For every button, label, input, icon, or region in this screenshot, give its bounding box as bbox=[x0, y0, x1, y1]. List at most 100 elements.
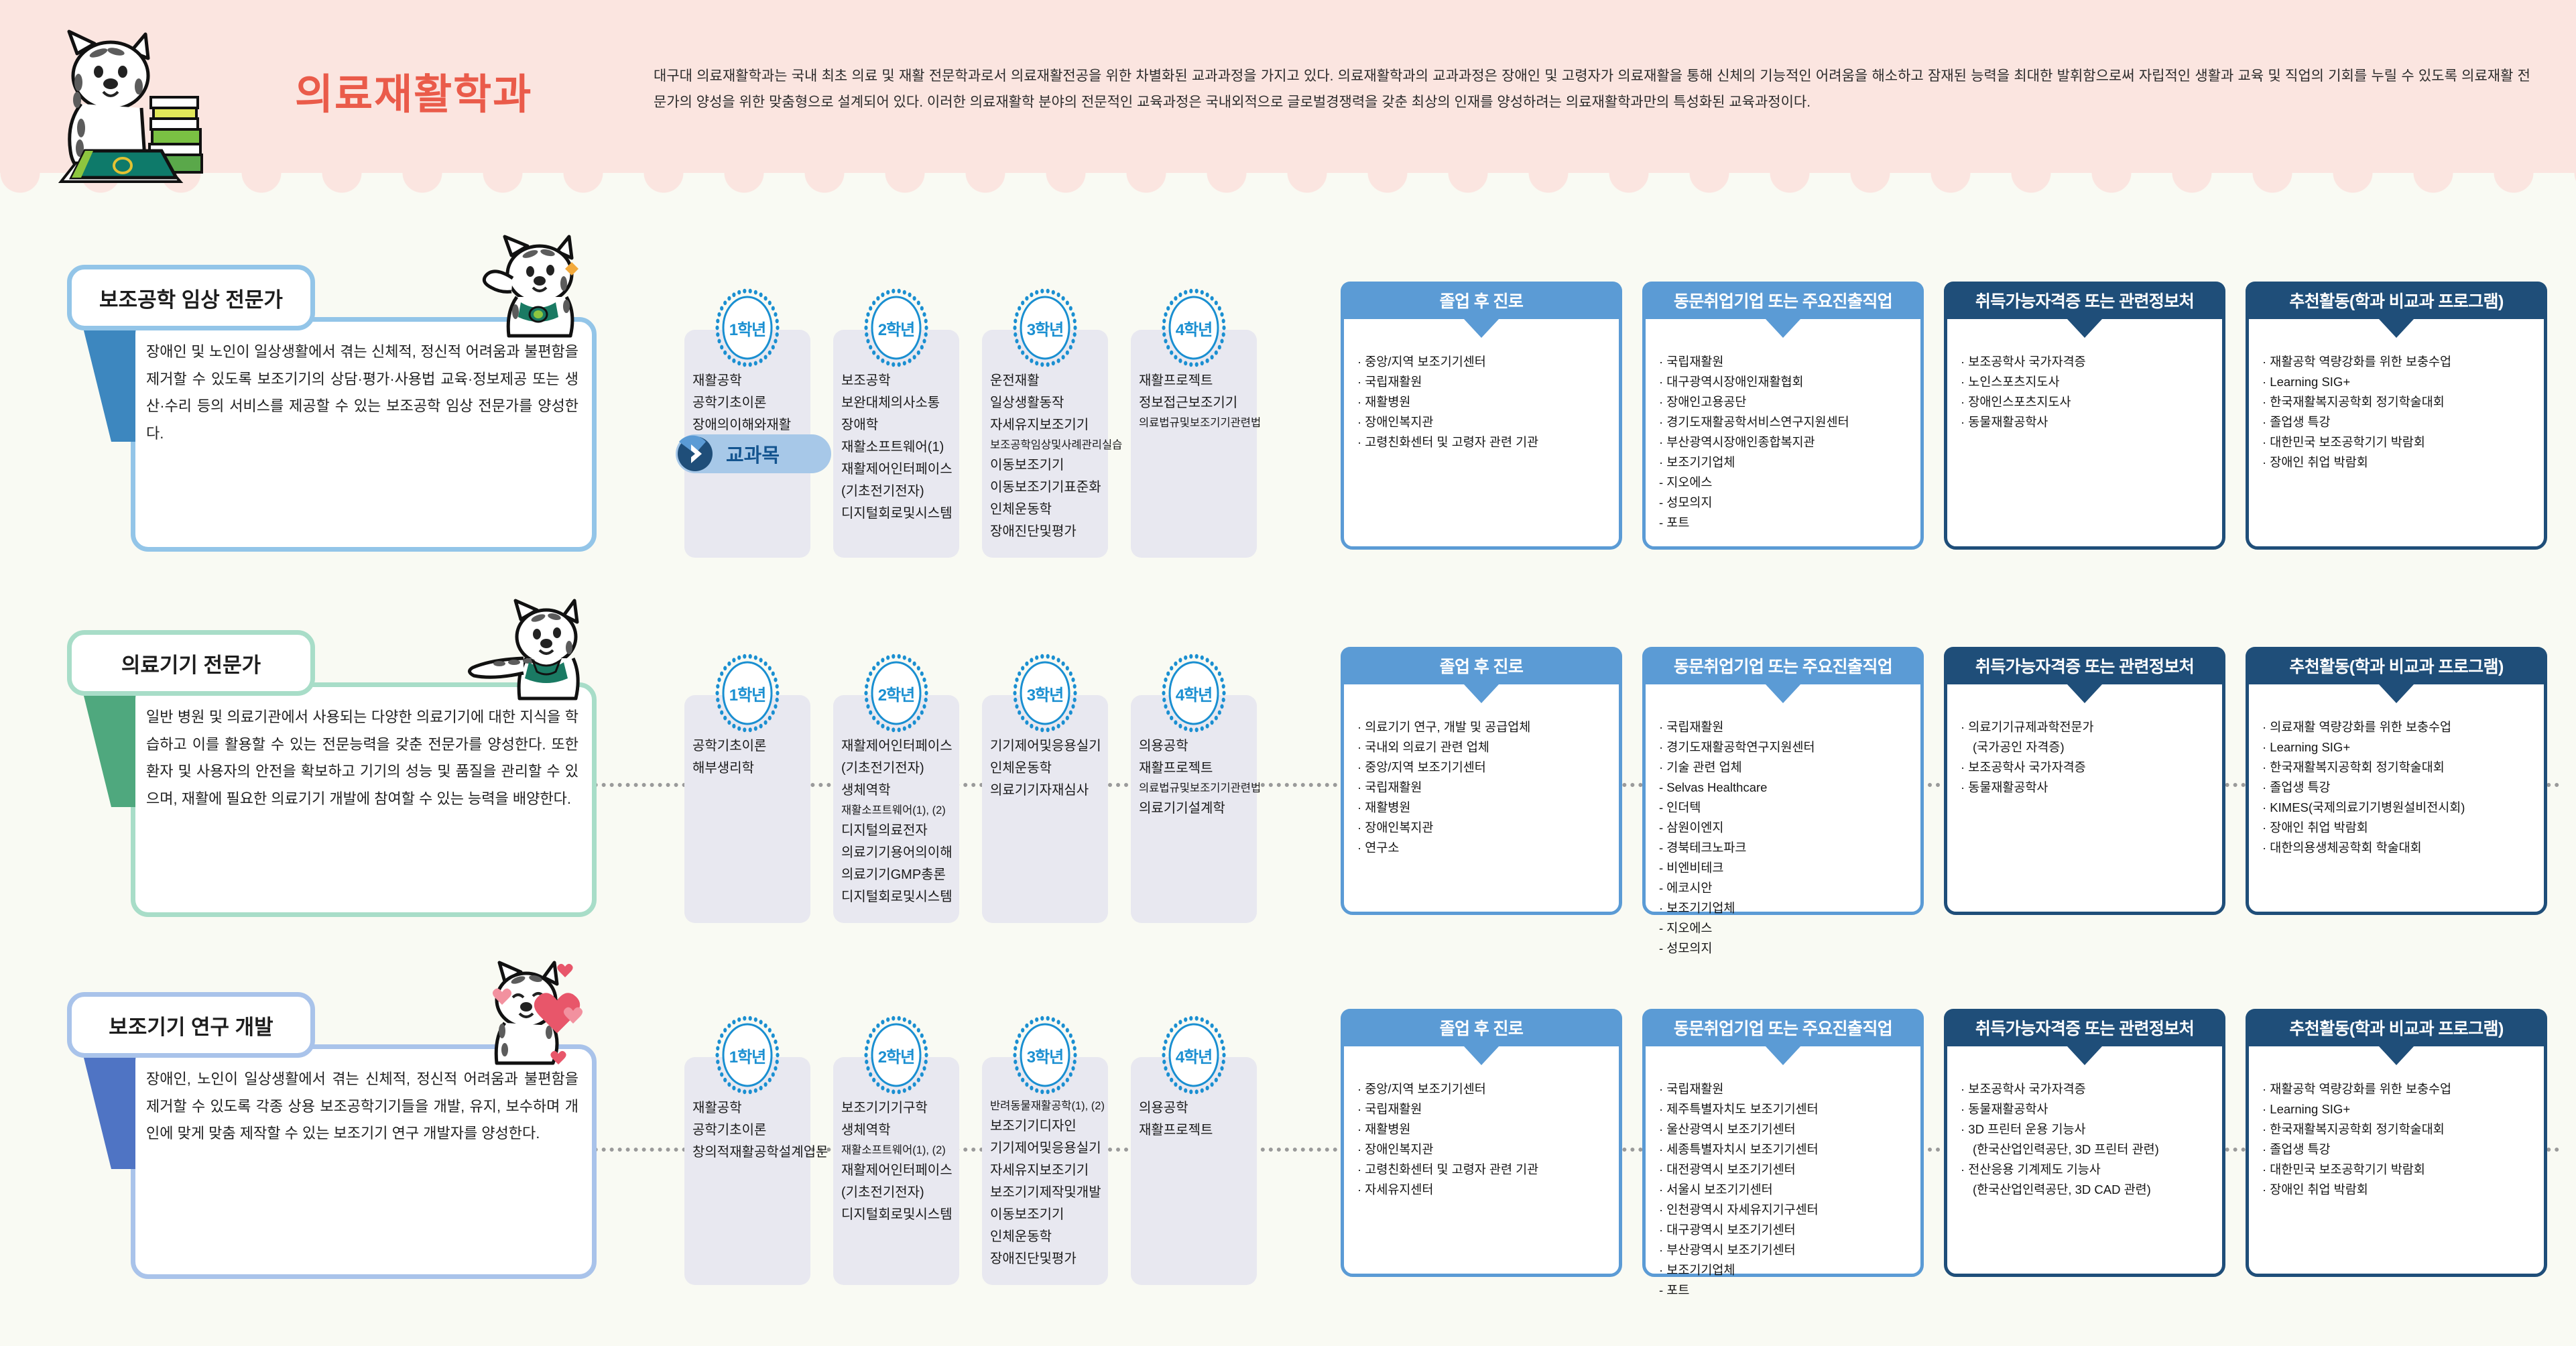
info-box-title: 추천활동(학과 비교과 프로그램) bbox=[2289, 292, 2504, 311]
year-card bbox=[1131, 1057, 1257, 1285]
info-box-header: 추천활동(학과 비교과 프로그램) bbox=[2246, 282, 2547, 319]
info-item: · 국립재활원 bbox=[1357, 1101, 1422, 1116]
info-item: · 동물재활공학사 bbox=[1961, 780, 2048, 794]
year-card bbox=[684, 1057, 810, 1285]
year-card bbox=[982, 695, 1108, 923]
info-box-arrow bbox=[2379, 319, 2414, 338]
year-card bbox=[833, 330, 959, 558]
info-item: · 보조기기업체 bbox=[1659, 454, 1735, 469]
career-title-tab: 보조공학 임상 전문가 bbox=[67, 265, 315, 330]
course-list: 기기제어및응용실기 인체운동학 의료기기자재심사 bbox=[990, 735, 1117, 802]
alumni-companies-box: 동문취업기업 또는 주요진출직업 · 국립재활원 · 제주특별자치도 보조기기센터… bbox=[1642, 1009, 1924, 1297]
course-item: 장애학 bbox=[841, 418, 879, 432]
career-panel: 보조공학 임상 전문가 장애인 및 노인이 일상생활에서 겪는 신체적, 정신적… bbox=[67, 235, 597, 553]
course-list: 공학기초이론 해부생리학 bbox=[692, 735, 820, 780]
course-item: 의료법규및보조기기관련법 bbox=[1139, 782, 1262, 794]
info-box-arrow bbox=[1766, 1046, 1800, 1065]
info-box-arrow bbox=[2379, 684, 2414, 703]
info-item: - 성모의지 bbox=[1659, 495, 1713, 509]
course-item: 의료기기용어의이해 bbox=[841, 845, 953, 861]
career-panel: 보조기기 연구 개발 장애인, 노인이 일상생활에서 겪는 신체적, 정신적 어… bbox=[67, 961, 597, 1280]
year-card bbox=[982, 1057, 1108, 1285]
activities-box: 추천활동(학과 비교과 프로그램) · 재활공학 역량강화를 위한 보충수업 · … bbox=[2246, 282, 2547, 550]
course-item: 이동보조기기 bbox=[990, 1207, 1064, 1223]
curriculum-columns: 1학년 공학기초이론 해부생리학 2학년 재활제어인터페이스 (기초전기전자) 생체역… bbox=[680, 654, 1290, 935]
career-fold-shape bbox=[82, 1050, 135, 1169]
info-list: · 보조공학사 국가자격증 · 노인스포츠지도사 · 장애인스포츠지도사 · 동물재활… bbox=[1961, 352, 2214, 432]
course-item: 의료법규및보조기기관련법 bbox=[1139, 417, 1262, 429]
info-item: · 중앙/지역 보조기기센터 bbox=[1357, 355, 1486, 369]
info-item: · 의료기기 연구, 개발 및 공급업체 bbox=[1357, 720, 1531, 734]
info-box-title: 추천활동(학과 비교과 프로그램) bbox=[2289, 658, 2504, 676]
header-scallop-edge bbox=[0, 173, 2576, 201]
info-list: · 의료기기규제과학전문가 (국가공인 자격증) · 보조공학사 국가자격증 · 동물… bbox=[1961, 717, 2214, 798]
course-list: 재활공학 공학기초이론 창의적재활공학설계입문 bbox=[692, 1097, 829, 1164]
career-description: 일반 병원 및 의료기관에서 사용되는 다양한 의료기기에 대한 지식을 학습하… bbox=[146, 709, 578, 808]
info-item: · 국립재활원 bbox=[1659, 1082, 1724, 1096]
career-title: 의료기기 전문가 bbox=[121, 653, 261, 677]
info-list: · 의료재활 역량강화를 위한 보충수업 · Learning SIG+ · 한국재… bbox=[2262, 717, 2536, 858]
year-badge: 3학년 bbox=[1011, 654, 1079, 733]
course-item: 보조기기제작및개발 bbox=[990, 1185, 1101, 1201]
course-item: 의용공학 bbox=[1139, 1101, 1188, 1115]
info-item: · 장애인복지관 bbox=[1357, 414, 1434, 429]
year-badge: 1학년 bbox=[714, 654, 781, 733]
info-box-header: 취득가능자격증 또는 관련정보처 bbox=[1944, 647, 2225, 684]
info-item: · 의료기기규제과학전문가 bbox=[1961, 720, 2094, 734]
course-item: 디지털회로및시스템 bbox=[841, 890, 953, 905]
info-box-header: 취득가능자격증 또는 관련정보처 bbox=[1944, 282, 2225, 319]
course-list: 의용공학 재활프로젝트 의료법규및보조기기관련법 의료기기설계학 bbox=[1139, 735, 1266, 820]
info-item: · 부산광역시장애인종합복지관 bbox=[1659, 434, 1815, 449]
course-item: 정보접근보조기기 bbox=[1139, 395, 1238, 410]
course-item: 생체역학 bbox=[841, 783, 891, 798]
career-track-row: 의료기기 전문가 일반 병원 및 의료기관에서 사용되는 다양한 의료기기에 대… bbox=[0, 597, 2576, 955]
course-list: 반려동물재활공학(1), (2) 보조기기디자인 기기제어및응용실기 자세유지보조기기… bbox=[990, 1097, 1117, 1270]
info-item: · 경기도재활공학서비스연구지원센터 bbox=[1659, 414, 1849, 429]
course-item: 반려동물재활공학(1), (2) bbox=[990, 1100, 1105, 1112]
info-box-title: 취득가능자격증 또는 관련정보처 bbox=[1975, 292, 2195, 311]
info-box-header: 동문취업기업 또는 주요진출직업 bbox=[1642, 1009, 1924, 1046]
year-badge-label: 1학년 bbox=[729, 320, 767, 339]
course-item: 보조기기디자인 bbox=[990, 1119, 1077, 1134]
info-item: · 고령친화센터 및 고령자 관련 기관 bbox=[1357, 1162, 1539, 1176]
career-title: 보조기기 연구 개발 bbox=[109, 1015, 273, 1039]
info-item: · 보조기기업체 bbox=[1659, 900, 1735, 915]
info-box-title: 졸업 후 진로 bbox=[1439, 292, 1524, 311]
info-item: - 인더텍 bbox=[1659, 800, 1701, 814]
alumni-companies-box: 동문취업기업 또는 주요진출직업 · 국립재활원 · 대구광역시장애인재활협회 · … bbox=[1642, 282, 1924, 550]
info-box-title: 졸업 후 진로 bbox=[1439, 1020, 1524, 1038]
course-item: 재활제어인터페이스 bbox=[841, 1163, 953, 1178]
info-item: · 대한의용생체공학회 학술대회 bbox=[2262, 840, 2422, 855]
year-badge: 3학년 bbox=[1011, 1016, 1079, 1095]
course-item: 재활프로젝트 bbox=[1139, 373, 1213, 388]
career-description: 장애인, 노인이 일상생활에서 겪는 신체적, 정신적 어려움과 불편함을 제거… bbox=[146, 1070, 578, 1142]
info-item: · 연구소 bbox=[1357, 840, 1400, 855]
certifications-box: 취득가능자격증 또는 관련정보처 · 보조공학사 국가자격증 · 동물재활공학사 ·… bbox=[1944, 1009, 2225, 1277]
info-box-header: 졸업 후 진로 bbox=[1341, 1009, 1622, 1046]
info-item: - 포트 bbox=[1659, 515, 1690, 530]
info-box-header: 추천활동(학과 비교과 프로그램) bbox=[2246, 647, 2547, 684]
course-item: (기초전기전자) bbox=[841, 484, 924, 499]
info-item: · Learning SIG+ bbox=[2262, 374, 2351, 389]
info-list: · 보조공학사 국가자격증 · 동물재활공학사 · 3D 프린터 운용 기능사 (한국… bbox=[1961, 1079, 2214, 1200]
course-item: 창의적재활공학설계입문 bbox=[692, 1145, 829, 1160]
info-item: · 국내외 의료기 관련 업체 bbox=[1357, 739, 1489, 754]
info-item: · 장애인스포츠지도사 bbox=[1961, 394, 2071, 409]
year-badge: 2학년 bbox=[863, 1016, 930, 1095]
info-box-title: 동문취업기업 또는 주요진출직업 bbox=[1673, 658, 1893, 676]
info-item: · 졸업생 특강 bbox=[2262, 414, 2331, 429]
career-fold-shape bbox=[82, 688, 135, 807]
course-item: 자세유지보조기기 bbox=[990, 1163, 1089, 1178]
certifications-box: 취득가능자격증 또는 관련정보처 · 의료기기규제과학전문가 (국가공인 자격증)… bbox=[1944, 647, 2225, 915]
course-item: 재활소프트웨어(1), (2) bbox=[841, 1144, 946, 1156]
year-badge-label: 3학년 bbox=[1026, 1048, 1064, 1066]
info-item: · 한국재활복지공학회 정기학술대회 bbox=[2262, 1121, 2445, 1136]
info-box-arrow bbox=[1766, 319, 1800, 338]
tiger-mascot-reading-icon bbox=[58, 29, 203, 183]
year-badge-label: 1학년 bbox=[729, 686, 767, 705]
info-box-arrow bbox=[2379, 1046, 2414, 1065]
course-item: 디지털의료전자 bbox=[841, 823, 928, 839]
info-item: · 장애인 취업 박람회 bbox=[2262, 820, 2368, 835]
info-box-header: 취득가능자격증 또는 관련정보처 bbox=[1944, 1009, 2225, 1046]
course-item: 인체운동학 bbox=[990, 502, 1052, 517]
